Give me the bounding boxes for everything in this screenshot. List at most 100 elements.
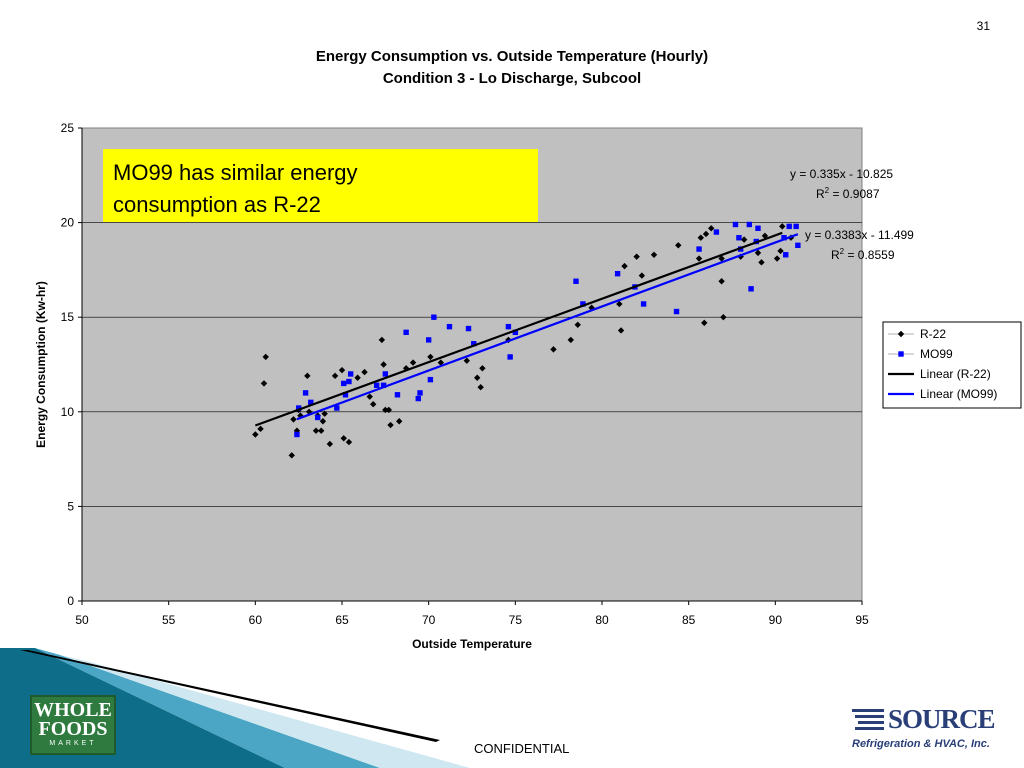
mo99-point <box>446 323 453 330</box>
mo99-point <box>403 329 409 336</box>
mo99-point <box>736 235 742 241</box>
data-points <box>252 221 801 459</box>
r22-point <box>633 253 640 260</box>
r22-point <box>567 336 574 344</box>
r22-point <box>396 418 403 425</box>
r22-point <box>777 247 784 255</box>
r22-point <box>621 262 628 270</box>
mo99-point <box>640 301 647 307</box>
mo99-point <box>380 382 387 389</box>
trendline-equation: y = 0.3383x - 11.499 <box>805 228 914 242</box>
mo99-point <box>898 351 904 357</box>
r22-point <box>260 380 268 387</box>
r22-point <box>773 255 781 262</box>
r22-point <box>385 406 392 414</box>
r22-point <box>550 346 557 353</box>
mo99-point <box>425 337 432 343</box>
r22-point <box>588 304 595 311</box>
mo99-point <box>793 223 799 230</box>
legend-label: R-22 <box>920 327 946 341</box>
r22-point <box>463 357 470 364</box>
mo99-point <box>507 354 513 360</box>
r-squared-label: R2 = 0.9087 <box>816 186 880 201</box>
scatter-chart: 0 5 10 15 20 25 50 55 60 65 70 75 80 85 90 95 Outside Te… <box>34 121 1022 651</box>
legend-label: MO99 <box>920 347 953 361</box>
r22-point <box>701 319 708 327</box>
legend-label: Linear (MO99) <box>920 387 997 401</box>
mo99-point <box>431 314 437 320</box>
mo99-point <box>373 382 380 389</box>
mo99-point <box>427 376 434 383</box>
mo99-point <box>732 221 739 228</box>
mo99-point <box>347 371 354 377</box>
x-tick-label: 60 <box>249 613 263 627</box>
r22-point <box>897 330 905 338</box>
mo99-point <box>302 390 309 396</box>
r22-point <box>252 431 259 438</box>
r22-point <box>312 427 320 434</box>
callout-text: MO99 has similar energy <box>113 160 358 185</box>
r22-point <box>361 368 368 376</box>
r22-point <box>616 300 623 308</box>
x-tick-label: 85 <box>682 613 696 627</box>
mo99-point <box>294 431 300 438</box>
r22-point <box>370 401 377 408</box>
mo99-point <box>795 242 801 249</box>
r22-point <box>758 259 765 266</box>
mo99-point <box>382 371 389 377</box>
r22-point <box>290 416 297 423</box>
x-tick-label: 55 <box>162 613 176 627</box>
mo99-point <box>573 278 579 284</box>
mo99-point <box>308 399 314 406</box>
mo99-point <box>781 235 787 241</box>
x-tick-label: 95 <box>855 613 869 627</box>
y-tick-label: 15 <box>61 310 75 324</box>
mo99-point <box>471 340 477 347</box>
r22-point <box>288 452 295 459</box>
mo99-point <box>746 221 753 228</box>
r22-point <box>695 255 703 262</box>
mo99-point <box>295 405 302 411</box>
mo99-point <box>346 378 352 385</box>
slide-number: 31 <box>976 19 990 33</box>
x-tick-label: 65 <box>335 613 349 627</box>
r22-point <box>380 361 387 368</box>
r22-point <box>474 374 481 381</box>
r22-point <box>321 410 328 417</box>
r22-point <box>479 365 486 372</box>
r22-point <box>387 421 394 429</box>
mo99-point <box>334 405 340 411</box>
r22-point <box>326 440 334 448</box>
r22-point <box>574 321 581 328</box>
mo99-point <box>696 246 702 252</box>
r22-point <box>262 353 269 361</box>
r22-point <box>318 427 325 434</box>
r22-point <box>409 359 417 366</box>
r22-point <box>675 242 682 249</box>
mo99-point <box>341 380 347 387</box>
callout-box <box>103 149 538 222</box>
y-tick-label: 10 <box>61 405 75 419</box>
x-tick-label: 75 <box>509 613 523 627</box>
r22-point <box>382 406 389 414</box>
r22-point <box>754 249 762 257</box>
r22-point <box>702 230 710 238</box>
source-logo-word: SOURCE <box>888 704 996 734</box>
mo99-point <box>783 252 789 258</box>
mo99-point <box>465 325 472 332</box>
r22-point <box>638 272 646 279</box>
r22-point <box>779 223 786 230</box>
r22-point <box>740 236 748 243</box>
mo99-point <box>614 270 621 277</box>
x-tick-label: 90 <box>769 613 783 627</box>
y-axis-label: Energy Consumption (Kw-hr) <box>34 281 48 448</box>
callout-text: consumption as R-22 <box>113 192 321 217</box>
mo99-trendline <box>296 233 799 421</box>
y-tick-label: 0 <box>67 594 74 608</box>
y-tick-label: 5 <box>67 499 74 513</box>
r22-point <box>477 384 484 391</box>
r22-point <box>697 234 704 241</box>
x-axis-label: Outside Temperature <box>412 637 532 651</box>
r22-point <box>427 353 434 361</box>
mo99-point <box>512 329 519 336</box>
